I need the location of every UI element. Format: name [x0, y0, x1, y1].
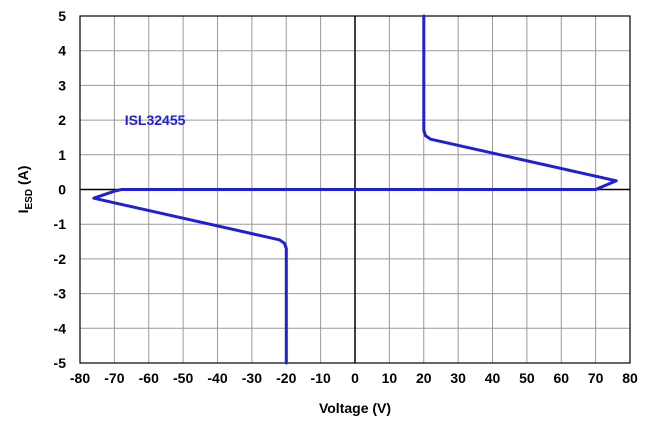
x-tick-label: -70 — [104, 370, 124, 386]
x-tick-label: 20 — [416, 370, 432, 386]
x-tick-label: 30 — [450, 370, 466, 386]
x-tick-label: -10 — [311, 370, 331, 386]
y-tick-label: 0 — [58, 182, 66, 198]
tick-labels: -80 -70 -60 -50 -40 -30 -20 -10 0 10 20 30 40 50 60 70 8… — [54, 8, 638, 386]
x-tick-label: 80 — [622, 370, 638, 386]
x-tick-label: -50 — [173, 370, 193, 386]
y-axis-title: IESD (A) — [15, 166, 35, 214]
y-tick-label: -5 — [54, 355, 67, 371]
y-tick-label: 2 — [58, 112, 66, 128]
y-axis-title-sub: ESD — [24, 189, 35, 210]
y-tick-label: -4 — [54, 320, 67, 336]
x-tick-label: -80 — [70, 370, 90, 386]
y-tick-label: 4 — [58, 43, 66, 59]
y-axis-title-unit: (A) — [15, 166, 31, 189]
x-tick-label: 10 — [382, 370, 398, 386]
y-tick-label: -2 — [54, 251, 67, 267]
y-tick-label: 1 — [58, 147, 66, 163]
y-axis-title-main: I — [15, 210, 31, 214]
y-tick-label: -3 — [54, 286, 67, 302]
x-tick-label: 50 — [519, 370, 535, 386]
x-tick-label: -40 — [207, 370, 227, 386]
labels: Voltage (V) IESD (A) ISL32455 — [15, 112, 391, 416]
y-tick-label: 3 — [58, 77, 66, 93]
x-tick-label: -30 — [242, 370, 262, 386]
series-line — [92, 14, 618, 365]
y-tick-label: -1 — [54, 216, 67, 232]
x-tick-label: 70 — [588, 370, 604, 386]
x-tick-label: -60 — [139, 370, 159, 386]
x-axis-title: Voltage (V) — [319, 400, 391, 416]
x-tick-label: -20 — [276, 370, 296, 386]
y-tick-label: 5 — [58, 8, 66, 24]
x-tick-label: 60 — [553, 370, 569, 386]
x-tick-label: 40 — [485, 370, 501, 386]
x-tick-label: 0 — [351, 370, 359, 386]
series-layer — [92, 14, 618, 365]
series-annotation: ISL32455 — [125, 112, 186, 128]
